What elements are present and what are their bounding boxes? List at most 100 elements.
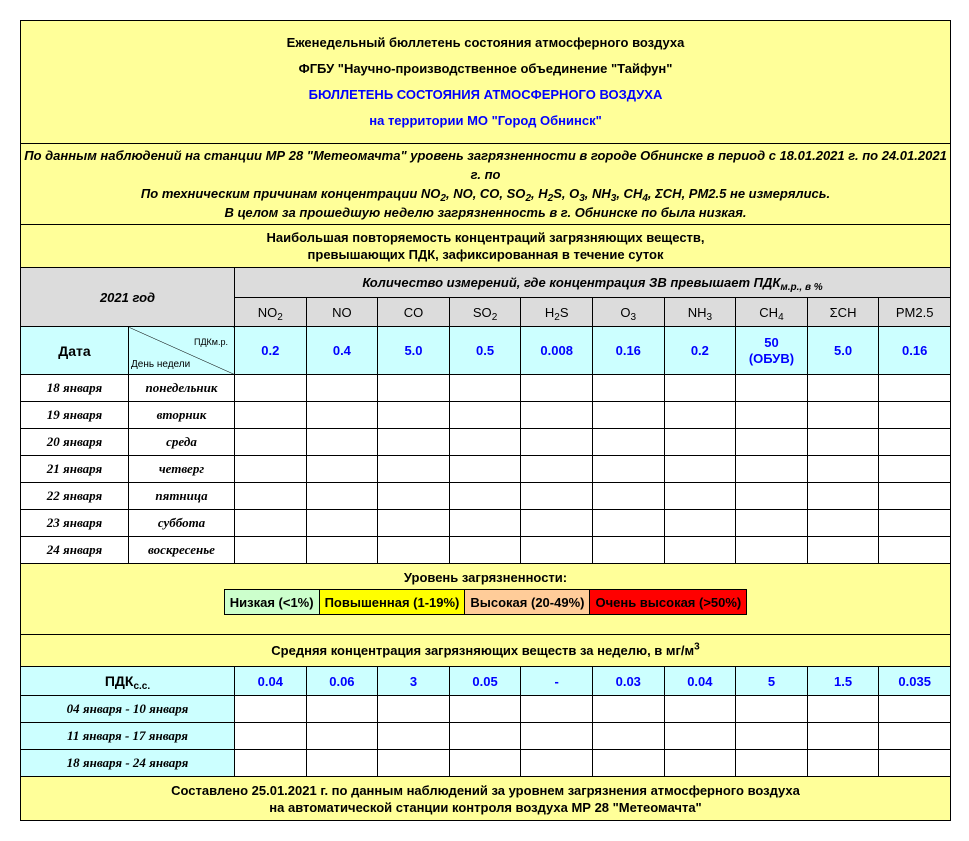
weekday-cell: вторник [128, 401, 235, 429]
value-cell [806, 482, 880, 510]
note-text: S, O [553, 186, 580, 201]
section1-title-line2: превышающих ПДК, зафиксированная в течен… [307, 247, 664, 262]
value-cell [591, 482, 665, 510]
table-row: 19 января вторник [20, 401, 952, 429]
substance-name: PM2.5 [895, 304, 934, 320]
substance-name: CH [759, 304, 779, 320]
value-cell [305, 536, 379, 564]
substance-header: NH3 [663, 297, 737, 327]
substance-name: CO [403, 304, 424, 320]
substance-header: ΣCH [806, 297, 880, 327]
value-cell [448, 695, 522, 723]
table-row: 23 января суббота [20, 509, 952, 537]
value-cell [377, 455, 450, 483]
pdk-ss-value: 0.04 [663, 666, 737, 696]
value-cell [878, 536, 952, 564]
substance-name-2: S [559, 304, 569, 320]
date-cell: 20 января [20, 428, 129, 456]
notes-block: По данным наблюдений на станции МР 28 "М… [19, 143, 952, 225]
subscript: 3 [610, 193, 617, 204]
pdk-ss-value: 0.04 [234, 666, 307, 696]
value-cell [305, 749, 379, 777]
value-cell [520, 374, 593, 402]
value-cell [663, 695, 737, 723]
value-cell [806, 401, 880, 429]
value-cell [806, 509, 880, 537]
date-cell: 24 января [20, 536, 129, 564]
substance-header: PM2.5 [878, 297, 952, 327]
legend-title: Уровень загрязненности: [403, 570, 568, 585]
value-cell [591, 722, 665, 750]
note-text: По техническим причинам концентрации NO [140, 186, 441, 201]
value-cell [305, 374, 379, 402]
value-cell [234, 509, 307, 537]
footer-line2: на автоматической станции контроля возду… [269, 799, 702, 815]
substance-name: O [620, 304, 631, 320]
value-cell [234, 455, 307, 483]
value-cell [377, 374, 450, 402]
value-cell [663, 722, 737, 750]
value-cell [663, 428, 737, 456]
diagonal-header: ПДКм.р. День недели [128, 326, 235, 375]
note-text: , NH [584, 186, 611, 201]
organization: ФГБУ "Научно-производственное объединени… [298, 61, 673, 76]
value-cell [448, 722, 522, 750]
value-cell [520, 695, 593, 723]
value-cell [663, 509, 737, 537]
count-sub: м.р., в % [780, 282, 823, 293]
substance-header: SO2 [448, 297, 522, 327]
value-cell [448, 374, 522, 402]
value-cell [806, 749, 880, 777]
value-cell [448, 536, 522, 564]
value-cell [520, 749, 593, 777]
date-label: Дата [20, 326, 129, 375]
note-text: , CH [616, 186, 643, 201]
table-row: 11 января - 17 января [20, 722, 952, 750]
substance-sub: 3 [630, 311, 637, 323]
value-cell [234, 749, 307, 777]
pdk-mr-value: 0.2 [234, 326, 307, 375]
value-cell [377, 749, 450, 777]
substance-header: NO [305, 297, 379, 327]
value-cell [305, 482, 379, 510]
weekday-cell: пятница [128, 482, 235, 510]
value-cell [663, 749, 737, 777]
value-cell [520, 428, 593, 456]
pdk-mr-value: 50 (ОБУВ) [735, 326, 808, 375]
legend: Низкая (<1%) Повышенная (1-19%) Высокая (2… [223, 589, 748, 615]
value-cell [448, 749, 522, 777]
table-row: 22 января пятница [20, 482, 952, 510]
note-technical: По техническим причинам концентрации NO2… [21, 184, 950, 204]
substance-sub: 2 [554, 311, 560, 323]
footer: Составлено 25.01.2021 г. по данным наблю… [19, 776, 952, 821]
substance-name: NO [332, 304, 352, 320]
value-cell [234, 374, 307, 402]
value-cell [663, 455, 737, 483]
legend-item: Высокая (20-49%) [464, 589, 591, 615]
value-cell [806, 536, 880, 564]
value-cell [663, 482, 737, 510]
note-text: , H [531, 186, 548, 201]
legend-item: Повышенная (1-19%) [318, 589, 466, 615]
substances-row: NO2 NO CO SO2 H2S O3 NH3 CH4 ΣCH PM2.5 [21, 297, 952, 327]
value-cell [234, 401, 307, 429]
section2-title-sup: 3 [694, 641, 700, 653]
substance-sub: 3 [706, 311, 713, 323]
value-cell [448, 428, 522, 456]
value-cell [520, 482, 593, 510]
value-cell [878, 455, 952, 483]
section2-title: Средняя концентрация загрязняющих вещест… [19, 634, 952, 667]
table-row: 20 января среда [20, 428, 952, 456]
value-cell [377, 401, 450, 429]
note-period: По данным наблюдений на станции МР 28 "М… [24, 148, 947, 182]
table-row: 24 января воскресенье [20, 536, 952, 564]
substance-name: NO [257, 304, 278, 320]
pdk-ss-value: 3 [377, 666, 450, 696]
note-text: , NO, CO, SO [445, 186, 526, 201]
weekday-cell: суббота [128, 509, 235, 537]
subscript: 2 [440, 193, 446, 204]
value-cell [591, 374, 665, 402]
value-cell [806, 428, 880, 456]
pdk-mr-value: 0.5 [448, 326, 522, 375]
value-cell [591, 509, 665, 537]
